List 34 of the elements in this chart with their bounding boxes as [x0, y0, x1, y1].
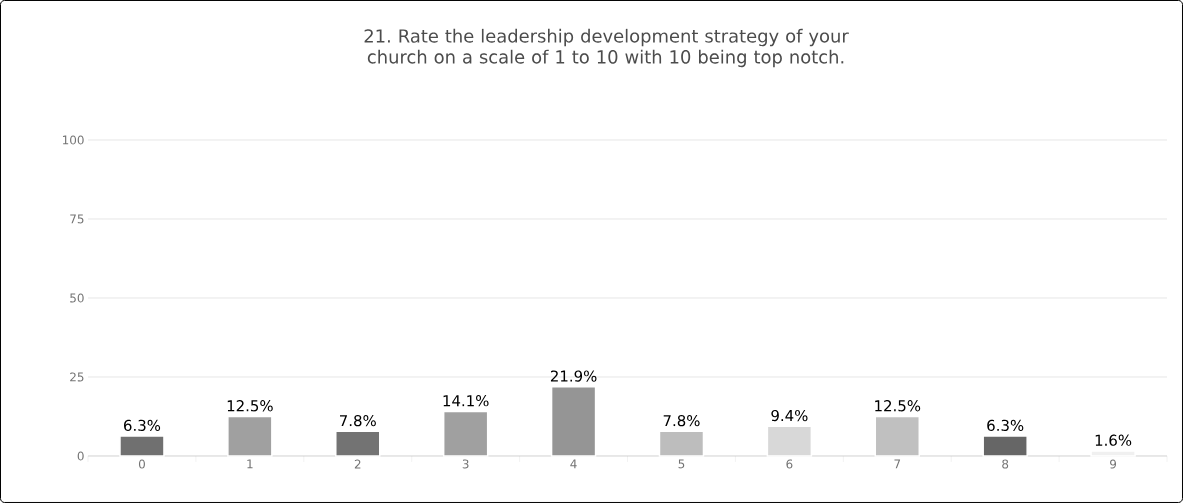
x-tick-label: 6: [786, 459, 793, 469]
y-tick-label: 50: [70, 293, 84, 303]
y-tick-label: 75: [70, 214, 84, 224]
y-tick-label: 0: [77, 451, 84, 461]
data-label: 21.9%: [550, 370, 597, 382]
chart-title: 21. Rate the leadership development strategy of your church on a scale of 1 to 10 with 10 being top notch.: [364, 28, 849, 68]
data-label: 7.8%: [663, 414, 700, 427]
data-label: 1.6%: [1095, 434, 1132, 446]
bar: [335, 430, 381, 457]
data-label: 12.5%: [227, 400, 273, 412]
x-tick-label: 4: [570, 459, 577, 469]
x-tick-label: 5: [678, 459, 685, 469]
bar: [982, 435, 1028, 457]
data-label: 6.3%: [124, 419, 161, 432]
bar: [442, 410, 489, 457]
x-tick-label: 0: [138, 459, 145, 469]
data-label: 12.5%: [875, 400, 921, 412]
x-tick-label: 9: [1110, 459, 1117, 469]
data-label: 6.3%: [987, 419, 1024, 432]
x-tick-label: 8: [1002, 459, 1009, 469]
bar: [550, 386, 597, 457]
x-tick-label: 3: [462, 459, 469, 469]
bar: [227, 415, 273, 457]
x-tick-label: 7: [894, 459, 901, 469]
data-label: 9.4%: [771, 409, 808, 422]
bar: [119, 435, 165, 457]
bar: [766, 425, 813, 457]
x-tick-label: 1: [247, 459, 253, 469]
data-label: 7.8%: [340, 414, 376, 427]
data-label: 14.1%: [443, 395, 489, 407]
y-tick-label: 100: [62, 135, 84, 145]
x-tick-label: 2: [354, 459, 361, 469]
bar: [1090, 450, 1136, 457]
y-tick-label: 25: [70, 372, 84, 382]
